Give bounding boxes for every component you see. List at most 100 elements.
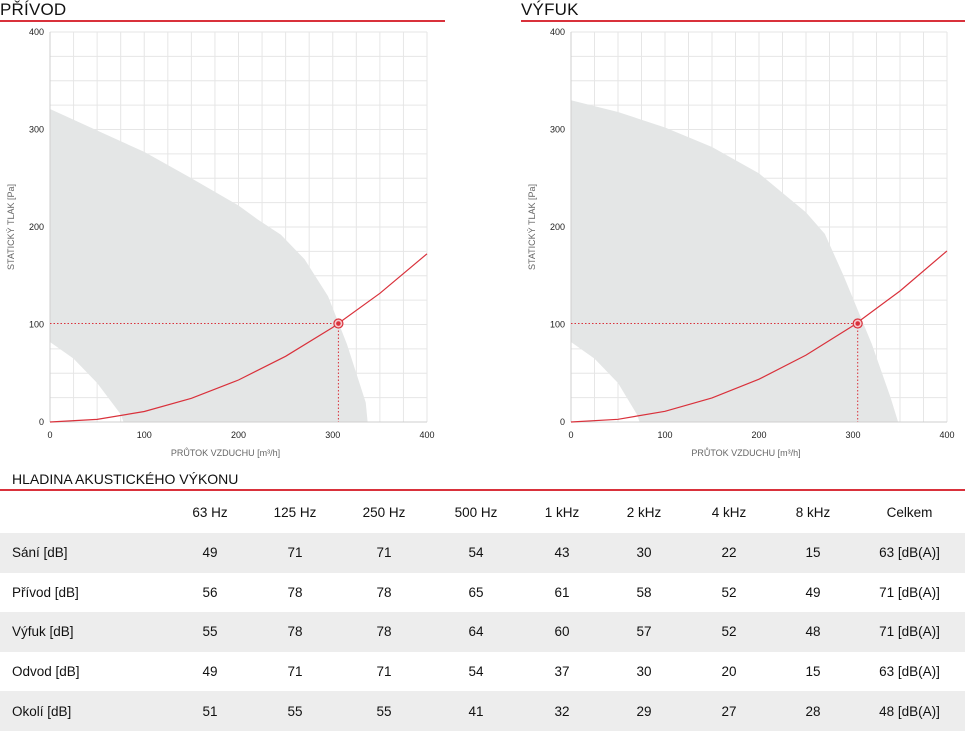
operating-envelope	[50, 109, 368, 423]
table-cell: 71	[287, 664, 303, 680]
table-cell: 22	[686, 533, 772, 573]
chart-title-rule-exhaust	[521, 20, 965, 22]
table-cell: 71	[376, 664, 392, 680]
table-cell: 29	[602, 691, 686, 731]
row-label: Přívod [dB]	[12, 584, 79, 600]
row-label: Výfuk [dB]	[0, 612, 168, 652]
table-cell: 43	[522, 533, 602, 573]
table-cell: 49	[202, 664, 218, 680]
table-cell: 71 [dB(A)]	[879, 584, 940, 600]
noise-table-body: Sání [dB] 49 71 71 54 43 30 22 15 63 [dB(A)] Přívo…	[0, 533, 965, 731]
header-cell: 4 kHz	[711, 504, 747, 520]
chart-title-supply: PŘÍVOD	[0, 0, 67, 19]
y-axis-label: STATICKÝ TLAK [Pa]	[527, 184, 537, 270]
x-tick-label: 100	[137, 430, 152, 440]
operating-envelope	[571, 100, 899, 422]
table-cell: 41	[430, 691, 522, 731]
table-cell: 55	[338, 691, 430, 731]
fan-curve-charts: 0 100 200 300 400 0 100 200 300 400 PRŮTOK VZDUCHU…	[6, 27, 955, 458]
row-label: Okolí [dB]	[0, 691, 168, 731]
noise-table: 63 Hz 125 Hz 250 Hz 500 Hz 1 kHz 2 kHz 4 kHz 8 …	[0, 491, 965, 731]
header-cell: 1 kHz	[544, 504, 580, 520]
x-axis-label: PRŮTOK VZDUCHU [m³/h]	[171, 447, 280, 458]
table-cell: 65	[468, 584, 484, 600]
table-cell: 30	[636, 664, 652, 680]
system-curve	[49, 253, 428, 423]
table-cell: 32	[522, 691, 602, 731]
table-cell: 52	[721, 584, 737, 600]
table-cell: 71	[252, 533, 338, 573]
chart-supply: 0 100 200 300 400 0 100 200 300 400 PRŮTOK VZDUCHU…	[6, 27, 435, 458]
chart-exhaust: 0 100 200 300 400 0 100 200 300 400 PRŮTOK VZDUCHU…	[527, 27, 955, 458]
table-cell: 55	[168, 612, 252, 652]
table-cell: 55	[252, 691, 338, 731]
x-tick-label: 300	[845, 430, 860, 440]
x-tick-label: 400	[419, 430, 434, 440]
header-cell: 125 Hz	[273, 504, 317, 520]
table-cell: 78	[287, 584, 303, 600]
table-cell: 61	[554, 584, 570, 600]
table-cell: 57	[602, 612, 686, 652]
table-cell: 15	[772, 533, 854, 573]
table-cell: 78	[252, 612, 338, 652]
y-tick-label: 300	[550, 125, 565, 135]
table-cell: 27	[686, 691, 772, 731]
x-axis-label: PRŮTOK VZDUCHU [m³/h]	[691, 447, 800, 458]
system-curve	[570, 250, 948, 423]
table-cell: 54	[430, 533, 522, 573]
table-cell: 20	[721, 664, 737, 680]
table-cell: 28	[772, 691, 854, 731]
y-tick-label: 0	[39, 417, 44, 427]
table-cell: 71	[338, 533, 430, 573]
table-cell: 30	[602, 533, 686, 573]
table-cell: 60	[522, 612, 602, 652]
x-tick-label: 200	[231, 430, 246, 440]
chart-title-exhaust: VÝFUK	[521, 0, 579, 19]
x-tick-label: 0	[47, 430, 52, 440]
table-row: Výfuk [dB] 55 78 78 64 60 57 52 48 71 [dB(A)]	[0, 612, 965, 652]
table-row: Okolí [dB] 51 55 55 41 32 29 27 28 48 [dB(A)]	[0, 691, 965, 731]
table-cell: 37	[554, 664, 570, 680]
table-cell: 51	[168, 691, 252, 731]
table-cell: 52	[686, 612, 772, 652]
table-cell: 78	[376, 584, 392, 600]
x-tick-label: 300	[325, 430, 340, 440]
table-cell: 58	[636, 584, 652, 600]
chart-title-rule-supply	[0, 20, 445, 22]
table-cell: 71 [dB(A)]	[854, 612, 965, 652]
table-cell: 49	[168, 533, 252, 573]
noise-table-title: HLADINA AKUSTICKÉHO VÝKONU	[12, 471, 239, 487]
x-tick-label: 200	[751, 430, 766, 440]
noise-table-rule	[0, 489, 965, 491]
table-cell: 64	[430, 612, 522, 652]
header-cell: 250 Hz	[362, 504, 406, 520]
x-tick-label: 100	[657, 430, 672, 440]
table-row: Odvod [dB] 49 71 71 54 37 30 20 15 63 [dB(A)]	[0, 652, 965, 692]
y-tick-label: 400	[550, 27, 565, 37]
row-label: Sání [dB]	[0, 533, 168, 573]
table-cell: 54	[468, 664, 484, 680]
y-tick-label: 400	[29, 27, 44, 37]
header-cell: 63 Hz	[192, 504, 228, 520]
header-cell-empty	[0, 491, 168, 533]
x-tick-label: 0	[568, 430, 573, 440]
header-cell: 500 Hz	[454, 504, 498, 520]
noise-table-header: 63 Hz 125 Hz 250 Hz 500 Hz 1 kHz 2 kHz 4 kHz 8 …	[0, 491, 965, 533]
y-tick-label: 300	[29, 125, 44, 135]
table-cell: 15	[805, 664, 821, 680]
header-cell: 2 kHz	[626, 504, 662, 520]
y-tick-label: 100	[550, 320, 565, 330]
table-cell: 78	[338, 612, 430, 652]
y-tick-label: 200	[550, 222, 565, 232]
y-tick-label: 0	[560, 417, 565, 427]
table-cell: 63 [dB(A)]	[854, 533, 965, 573]
table-row: Přívod [dB] 56 78 78 65 61 58 52 49 71 [dB(A)]	[0, 573, 965, 613]
table-cell: 48	[772, 612, 854, 652]
operating-point	[855, 321, 860, 326]
table-cell: 49	[805, 584, 821, 600]
y-tick-label: 100	[29, 320, 44, 330]
table-cell: 56	[202, 584, 218, 600]
table-cell: 48 [dB(A)]	[854, 691, 965, 731]
y-tick-label: 200	[29, 222, 44, 232]
row-label: Odvod [dB]	[12, 664, 80, 680]
